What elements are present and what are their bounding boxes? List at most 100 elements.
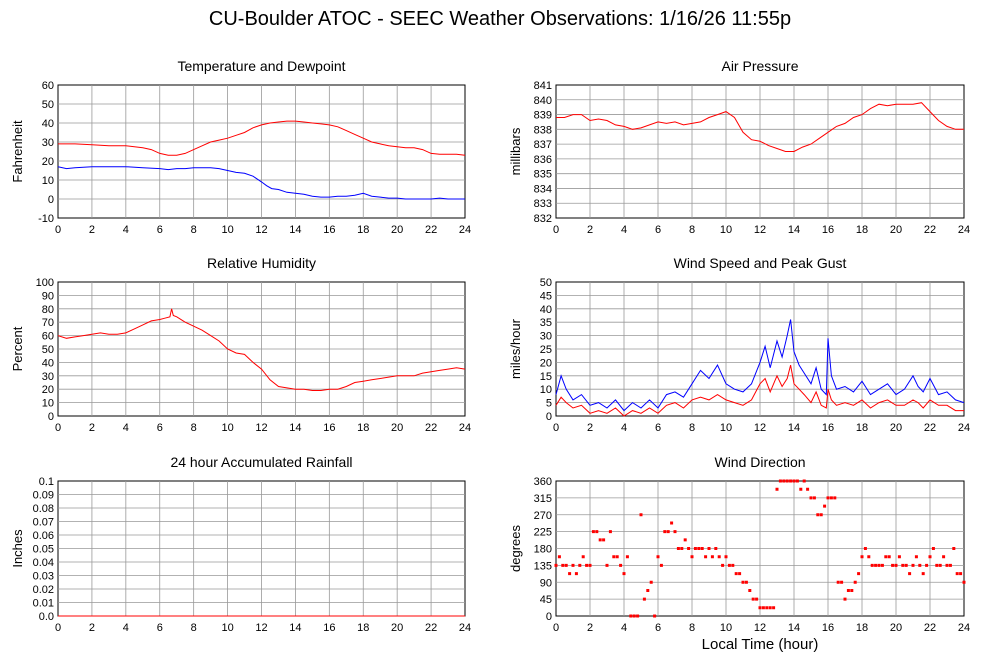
chart-6-point	[721, 563, 725, 567]
chart-6-x-tick-label: 10	[720, 622, 732, 634]
chart-4-x-tick-label: 14	[788, 422, 800, 434]
chart-6-point	[857, 572, 861, 576]
chart-5-y-axis-title: Inches	[10, 529, 25, 568]
chart-2-y-tick-label: 836	[534, 154, 552, 166]
chart-3-x-tick-label: 22	[425, 422, 437, 434]
chart-4-y-tick-label: 0	[546, 411, 552, 423]
chart-3-y-tick-label: 20	[42, 384, 54, 396]
chart-6-y-tick-label: 360	[534, 476, 552, 488]
chart-3-y-tick-label: 100	[36, 277, 54, 289]
chart-2-x-tick-label: 10	[720, 224, 732, 236]
chart-6-point	[571, 563, 575, 567]
chart-6-x-tick-label: 20	[890, 622, 902, 634]
chart-5-x-tick-label: 6	[157, 622, 163, 634]
chart-6-point	[581, 555, 585, 559]
chart-6-point	[646, 589, 650, 592]
chart-6-point	[612, 555, 616, 559]
chart-6-point	[823, 504, 827, 508]
chart-6-point	[687, 547, 691, 550]
chart-4-y-tick-label: 20	[540, 357, 552, 369]
chart-6-point	[908, 572, 912, 576]
chart-6-x-tick-label: 12	[754, 622, 766, 634]
chart-2-y-tick-label: 833	[534, 198, 552, 210]
chart-6-point	[938, 563, 942, 567]
chart-6-point	[778, 479, 782, 483]
chart-6-x-tick-label: 8	[689, 622, 695, 634]
chart-3-y-tick-label: 0	[48, 411, 54, 423]
chart-6-y-tick-label: 135	[534, 560, 552, 572]
chart-3-x-tick-label: 20	[391, 422, 403, 434]
chart-4-y-tick-label: 40	[540, 304, 552, 316]
chart-4-y-tick-label: 25	[540, 344, 552, 356]
chart-6-x-tick-label: 18	[856, 622, 868, 634]
chart-2-x-tick-label: 24	[958, 224, 970, 236]
chart-5-x-tick-label: 16	[323, 622, 335, 634]
chart-6-title: Wind Direction	[714, 454, 805, 470]
chart-6-point	[731, 563, 735, 567]
chart-6-point	[959, 572, 963, 576]
chart-6-point	[700, 547, 704, 550]
chart-2-x-tick-label: 18	[856, 224, 868, 236]
chart-6-point	[921, 572, 925, 576]
chart-6-point	[826, 496, 830, 500]
chart-6-point	[724, 555, 728, 559]
chart-4-x-tick-label: 20	[890, 422, 902, 434]
chart-6-point	[891, 563, 895, 567]
chart-6-point	[697, 547, 701, 550]
chart-6-point	[690, 555, 694, 559]
chart-2-x-tick-label: 4	[621, 224, 627, 236]
chart-6-point	[554, 563, 558, 567]
chart-6-point	[795, 479, 799, 483]
chart-3-x-tick-label: 4	[123, 422, 129, 434]
chart-5-y-tick-label: 0.08	[33, 503, 54, 515]
chart-6-point	[911, 563, 915, 567]
chart-6-point	[598, 538, 602, 542]
chart-2-x-tick-label: 20	[890, 224, 902, 236]
chart-6-point	[751, 597, 755, 601]
chart-5-y-tick-label: 0.01	[33, 598, 54, 610]
chart-3-y-tick-label: 90	[42, 290, 54, 302]
chart-3-x-tick-label: 0	[55, 422, 61, 434]
chart-3-y-tick-label: 70	[42, 317, 54, 329]
chart-4-x-tick-label: 18	[856, 422, 868, 434]
chart-1-series-2-line	[57, 166, 465, 200]
chart-6-point	[880, 563, 884, 567]
chart-6-point	[568, 572, 572, 576]
chart-1-x-tick-label: 2	[89, 224, 95, 236]
chart-6-point	[738, 572, 742, 576]
chart-6-point	[887, 555, 891, 559]
chart-3-y-tick-label: 10	[42, 398, 54, 410]
chart-6-point	[955, 572, 959, 576]
chart-6-point	[619, 563, 623, 567]
chart-3-x-tick-label: 14	[289, 422, 301, 434]
chart-6-point	[765, 606, 769, 610]
chart-4-x-tick-label: 24	[958, 422, 970, 434]
chart-4-x-tick-label: 10	[720, 422, 732, 434]
chart-6-point	[853, 580, 857, 584]
chart-6-point	[768, 606, 772, 610]
chart-6-point	[846, 589, 850, 592]
chart-6-point	[574, 572, 578, 576]
chart-4-y-axis-title: miles/hour	[508, 318, 523, 379]
chart-6-point	[935, 563, 939, 567]
chart-2-y-tick-label: 834	[534, 183, 552, 195]
chart-2-y-tick-label: 840	[534, 95, 552, 107]
chart-6-point	[605, 563, 609, 567]
chart-2-x-tick-label: 8	[689, 224, 695, 236]
chart-1-y-tick-label: 10	[42, 175, 54, 187]
chart-6-point	[741, 580, 745, 584]
chart-6-y-tick-label: 225	[534, 527, 552, 539]
chart-4-y-tick-label: 50	[540, 277, 552, 289]
chart-6-point	[734, 572, 738, 576]
chart-6-point	[816, 513, 820, 517]
chart-4-x-tick-label: 22	[924, 422, 936, 434]
chart-5-y-tick-label: 0.05	[33, 544, 54, 556]
chart-6-point	[755, 597, 759, 601]
chart-3-x-tick-label: 8	[191, 422, 197, 434]
chart-2-y-tick-label: 838	[534, 124, 552, 136]
chart-1-y-tick-label: 30	[42, 137, 54, 149]
chart-6-point	[928, 555, 932, 559]
chart-6-point	[632, 614, 636, 618]
chart-4-title: Wind Speed and Peak Gust	[674, 255, 847, 271]
